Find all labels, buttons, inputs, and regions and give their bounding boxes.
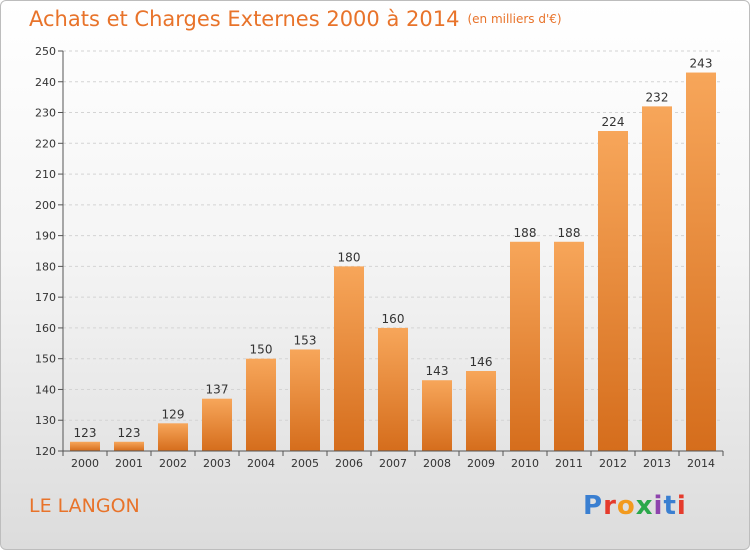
bar-value-label: 160	[382, 312, 405, 326]
logo-letter: P	[583, 491, 604, 521]
y-tick-label: 200	[35, 199, 56, 212]
x-tick-label: 2000	[71, 457, 99, 470]
y-tick-label: 180	[35, 260, 56, 273]
logo-letter: o	[616, 491, 636, 521]
x-tick-label: 2012	[599, 457, 627, 470]
x-tick-label: 2006	[335, 457, 363, 470]
chart-subtitle: (en milliers d'€)	[467, 12, 562, 26]
x-axis: 2000 2001 2002 2003 2004 2005 2006 2007 2008 2009…	[62, 450, 724, 470]
bar	[70, 441, 100, 451]
bar	[510, 241, 540, 451]
bar	[642, 106, 672, 451]
bar-value-label: 243	[690, 57, 713, 71]
logo-letter: i	[676, 491, 687, 521]
bar-value-label: 232	[646, 90, 669, 104]
y-tick-label: 170	[35, 291, 56, 304]
x-tick-label: 2002	[159, 457, 187, 470]
bar-value-label: 143	[426, 364, 449, 378]
chart-title: Achats et Charges Externes 2000 à 2014 (e…	[29, 7, 562, 31]
bar	[466, 371, 496, 451]
x-tick-label: 2011	[555, 457, 583, 470]
logo-letter: t	[663, 491, 677, 521]
proxiti-logo: Proxiti	[583, 491, 687, 521]
x-tick-label: 2001	[115, 457, 143, 470]
x-tick-label: 2007	[379, 457, 407, 470]
bar	[202, 398, 232, 451]
bar	[554, 241, 584, 451]
bar	[378, 327, 408, 451]
y-tick-label: 250	[35, 45, 56, 58]
bar-value-label: 153	[294, 333, 317, 347]
logo-letter: r	[603, 491, 617, 521]
y-tick-label: 220	[35, 137, 56, 150]
bar-value-label: 150	[250, 343, 273, 357]
bar	[158, 423, 188, 451]
y-tick-label: 140	[35, 383, 56, 396]
logo-letter: x	[635, 491, 654, 521]
bar-value-label: 123	[74, 426, 97, 440]
bar	[334, 266, 364, 451]
x-tick-label: 2013	[643, 457, 671, 470]
title-text: Achats et Charges Externes 2000 à 2014	[29, 7, 460, 31]
x-tick-label: 2004	[247, 457, 275, 470]
y-tick-label: 210	[35, 168, 56, 181]
location-label: LE LANGON	[29, 495, 140, 517]
y-tick-label: 120	[35, 445, 56, 458]
bar-value-label: 146	[470, 355, 493, 369]
bar-value-label: 180	[338, 250, 361, 264]
y-tick-label: 190	[35, 230, 56, 243]
y-axis: 120 130 140 150 160 170 180 190 200 210 220 230 240 2…	[35, 45, 64, 458]
bar-value-label: 137	[206, 383, 229, 397]
x-tick-label: 2009	[467, 457, 495, 470]
bar	[686, 72, 716, 452]
y-tick-label: 150	[35, 353, 56, 366]
x-tick-label: 2010	[511, 457, 539, 470]
bar-value-label: 129	[162, 407, 185, 421]
bar-value-label: 123	[118, 426, 141, 440]
x-tick-label: 2003	[203, 457, 231, 470]
y-tick-label: 130	[35, 414, 56, 427]
bar	[246, 358, 276, 451]
y-tick-label: 160	[35, 322, 56, 335]
bar	[114, 441, 144, 451]
x-tick-label: 2008	[423, 457, 451, 470]
bars: 123 123 129 137 150 153 180 160 143 146 188 188 224 2…	[70, 57, 716, 452]
y-tick-label: 230	[35, 107, 56, 120]
bar-value-label: 188	[514, 226, 537, 240]
bar-value-label: 224	[602, 115, 625, 129]
bar	[598, 131, 628, 451]
x-tick-label: 2014	[687, 457, 715, 470]
x-tick-label: 2005	[291, 457, 319, 470]
bar	[422, 380, 452, 451]
bar-value-label: 188	[558, 226, 581, 240]
bar	[290, 349, 320, 451]
logo-letter: i	[653, 491, 664, 521]
y-tick-label: 240	[35, 76, 56, 89]
